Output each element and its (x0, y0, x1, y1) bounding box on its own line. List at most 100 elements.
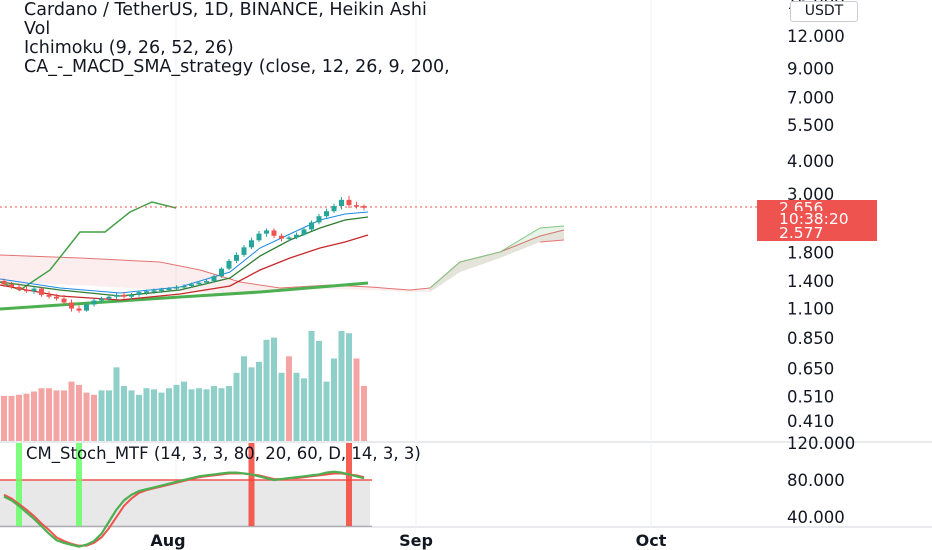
candle-body (211, 276, 217, 281)
candle-body (84, 304, 89, 311)
ichimoku-cloud-red (0, 230, 564, 294)
price-tick-label: 1.100 (787, 300, 834, 319)
chart-legend: Cardano / TetherUS, 1D, BINANCE, Heikin … (24, 1, 450, 77)
price-tick-label: 0.650 (787, 360, 834, 379)
chart-title: Cardano / TetherUS, 1D, BINANCE, Heikin … (24, 0, 427, 20)
volume-bar (308, 331, 315, 441)
volume-bar (323, 381, 330, 441)
price-tick-label: 0.850 (787, 329, 834, 348)
candle-body (166, 288, 172, 291)
candle-body (204, 281, 209, 283)
legend-ichimoku: Ichimoku (9, 26, 52, 26) (24, 38, 234, 58)
candle-body (324, 211, 329, 217)
volume-bar (218, 388, 225, 441)
candle-body (361, 206, 367, 208)
candle-body (39, 288, 44, 295)
candle-body (346, 199, 352, 206)
legend-macd-strategy: CA_-_MACD_SMA_strategy (close, 12, 26, 9… (24, 57, 450, 77)
volume-bar (166, 388, 172, 441)
volume-bar (106, 390, 112, 441)
candle-body (121, 294, 127, 297)
candle-body (136, 292, 142, 295)
stoch-signal-marker (16, 443, 22, 526)
volume-bar (38, 388, 45, 441)
price-tick-label: 1.400 (787, 272, 834, 291)
volume-bar (181, 381, 187, 441)
volume-bar (8, 395, 15, 441)
candle-body (1, 281, 7, 285)
ma-line-blue (0, 211, 369, 294)
volume-bar (173, 384, 180, 441)
candle-body (174, 286, 179, 289)
ma-line-green (0, 216, 369, 297)
volume-bar (271, 337, 277, 441)
volume-bar (353, 358, 360, 441)
ichimoku-span-b (429, 225, 565, 289)
ichimoku-lagging-span (0, 201, 177, 291)
candle-body (256, 233, 262, 241)
bar-countdown-label: 10:38:20 (757, 211, 877, 227)
candle-body (69, 302, 74, 309)
stoch-signal-marker (248, 443, 255, 526)
volume-bar (263, 339, 270, 441)
candle-body (271, 230, 277, 236)
volume-bar (241, 356, 247, 441)
price-tick-label: 1.800 (787, 243, 834, 262)
time-axis-label: Aug (150, 531, 185, 550)
volume-bar (113, 367, 120, 441)
volume-bar (196, 388, 202, 441)
candle-body (159, 289, 164, 291)
candle-body (24, 289, 29, 292)
candle-body (16, 286, 22, 290)
candle-body (181, 286, 187, 288)
candle-body (339, 199, 344, 207)
close-price-label: 2.577 (757, 225, 877, 241)
volume-bar (233, 372, 240, 441)
stoch-tick-label: 120.000 (787, 434, 855, 453)
candle-body (316, 216, 322, 223)
candle-body (61, 298, 67, 303)
candle-body (264, 230, 269, 234)
candle-body (309, 222, 314, 230)
volume-bar (91, 394, 97, 441)
price-tick-label: 5.500 (787, 116, 834, 135)
candle-body (279, 235, 284, 239)
volume-bar (136, 394, 142, 441)
volume-bar (31, 391, 37, 441)
stoch-legend: CM_Stoch_MTF (14, 3, 3, 80, 20, 60, D, 1… (26, 444, 421, 463)
ichimoku-cloud-green (430, 226, 564, 292)
volume-bar (226, 386, 232, 441)
candle-body (301, 229, 307, 235)
volume-bar (346, 333, 352, 441)
candle-body (234, 254, 239, 261)
price-tick-label: 3.000 (787, 185, 834, 204)
candle-body (129, 294, 134, 297)
volume-bar (331, 358, 337, 441)
candle-body (151, 290, 157, 292)
candle-body (189, 284, 194, 287)
candle-body (114, 294, 119, 297)
volume-bar (61, 390, 67, 441)
candle-body (144, 291, 149, 293)
candle-body (46, 294, 52, 297)
volume-bar (158, 392, 165, 441)
candle-body (226, 260, 232, 269)
volume-bar (151, 389, 157, 441)
price-tick-label: 7.000 (787, 88, 834, 107)
volume-bar (361, 386, 367, 441)
volume-bar (301, 378, 307, 441)
candle-body (31, 288, 37, 292)
stoch-k-line (3, 470, 365, 548)
candle-body (196, 282, 202, 285)
candle-body (106, 296, 112, 299)
stoch-tick-label: 40.000 (787, 508, 845, 527)
volume-bar (98, 390, 105, 441)
currency-button[interactable]: USDT (790, 1, 858, 22)
candle-body (91, 300, 97, 305)
volume-bar (248, 367, 255, 441)
volume-bar (83, 392, 90, 441)
volume-bar (211, 386, 217, 441)
stoch-band (0, 480, 370, 527)
